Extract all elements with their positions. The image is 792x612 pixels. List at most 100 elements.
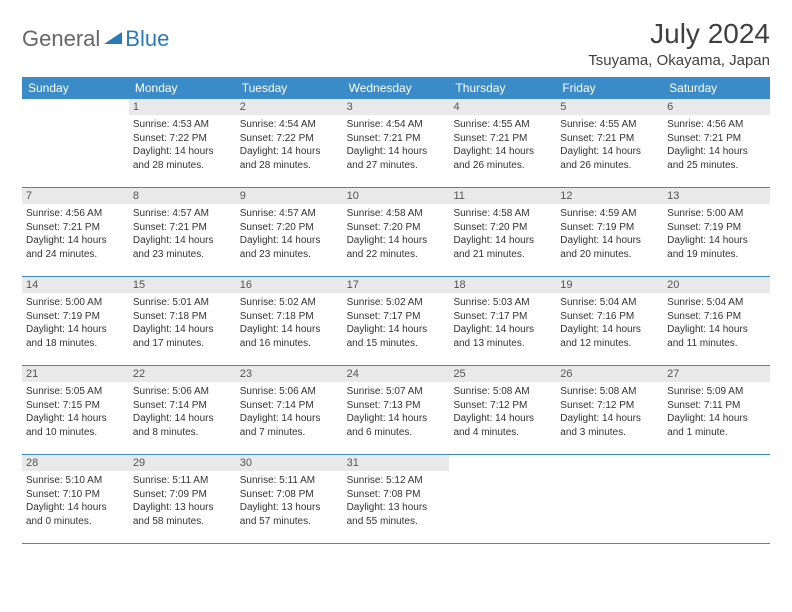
day-cell — [556, 455, 663, 543]
day-cell: 26Sunrise: 5:08 AMSunset: 7:12 PMDayligh… — [556, 366, 663, 454]
calendar: SundayMondayTuesdayWednesdayThursdayFrid… — [22, 77, 770, 544]
day-cell: 29Sunrise: 5:11 AMSunset: 7:09 PMDayligh… — [129, 455, 236, 543]
day-details: Sunrise: 4:57 AMSunset: 7:20 PMDaylight:… — [236, 204, 343, 265]
week-row: 28Sunrise: 5:10 AMSunset: 7:10 PMDayligh… — [22, 455, 770, 544]
daylight-text: Daylight: 14 hours and 6 minutes. — [347, 412, 446, 439]
sunset-text: Sunset: 7:12 PM — [560, 399, 659, 413]
day-cell: 22Sunrise: 5:06 AMSunset: 7:14 PMDayligh… — [129, 366, 236, 454]
sunrise-text: Sunrise: 5:02 AM — [240, 296, 339, 310]
day-number: 31 — [343, 455, 450, 471]
sunrise-text: Sunrise: 4:58 AM — [453, 207, 552, 221]
day-number: 23 — [236, 366, 343, 382]
day-cell: 2Sunrise: 4:54 AMSunset: 7:22 PMDaylight… — [236, 99, 343, 187]
logo-triangle-icon — [104, 30, 122, 49]
sunset-text: Sunset: 7:19 PM — [26, 310, 125, 324]
daylight-text: Daylight: 14 hours and 18 minutes. — [26, 323, 125, 350]
day-cell: 16Sunrise: 5:02 AMSunset: 7:18 PMDayligh… — [236, 277, 343, 365]
day-number: 7 — [22, 188, 129, 204]
daylight-text: Daylight: 14 hours and 22 minutes. — [347, 234, 446, 261]
sunrise-text: Sunrise: 5:07 AM — [347, 385, 446, 399]
sunrise-text: Sunrise: 5:06 AM — [240, 385, 339, 399]
sunrise-text: Sunrise: 5:03 AM — [453, 296, 552, 310]
week-row: 1Sunrise: 4:53 AMSunset: 7:22 PMDaylight… — [22, 99, 770, 188]
daylight-text: Daylight: 14 hours and 20 minutes. — [560, 234, 659, 261]
day-details: Sunrise: 4:53 AMSunset: 7:22 PMDaylight:… — [129, 115, 236, 176]
sunset-text: Sunset: 7:21 PM — [26, 221, 125, 235]
daylight-text: Daylight: 14 hours and 7 minutes. — [240, 412, 339, 439]
sunrise-text: Sunrise: 4:55 AM — [453, 118, 552, 132]
weekday-header: Friday — [556, 77, 663, 99]
daylight-text: Daylight: 14 hours and 4 minutes. — [453, 412, 552, 439]
day-number: 8 — [129, 188, 236, 204]
sunset-text: Sunset: 7:11 PM — [667, 399, 766, 413]
sunrise-text: Sunrise: 5:04 AM — [560, 296, 659, 310]
sunrise-text: Sunrise: 4:56 AM — [667, 118, 766, 132]
day-number: 17 — [343, 277, 450, 293]
day-cell: 30Sunrise: 5:11 AMSunset: 7:08 PMDayligh… — [236, 455, 343, 543]
sunset-text: Sunset: 7:21 PM — [133, 221, 232, 235]
sunrise-text: Sunrise: 5:09 AM — [667, 385, 766, 399]
day-cell: 10Sunrise: 4:58 AMSunset: 7:20 PMDayligh… — [343, 188, 450, 276]
daylight-text: Daylight: 14 hours and 3 minutes. — [560, 412, 659, 439]
sunset-text: Sunset: 7:21 PM — [453, 132, 552, 146]
day-details: Sunrise: 5:02 AMSunset: 7:17 PMDaylight:… — [343, 293, 450, 354]
sunset-text: Sunset: 7:17 PM — [347, 310, 446, 324]
day-number: 6 — [663, 99, 770, 115]
weekday-header: Tuesday — [236, 77, 343, 99]
day-cell: 27Sunrise: 5:09 AMSunset: 7:11 PMDayligh… — [663, 366, 770, 454]
day-details: Sunrise: 5:00 AMSunset: 7:19 PMDaylight:… — [663, 204, 770, 265]
day-details: Sunrise: 5:01 AMSunset: 7:18 PMDaylight:… — [129, 293, 236, 354]
sunset-text: Sunset: 7:16 PM — [560, 310, 659, 324]
daylight-text: Daylight: 14 hours and 17 minutes. — [133, 323, 232, 350]
sunrise-text: Sunrise: 5:02 AM — [347, 296, 446, 310]
daylight-text: Daylight: 14 hours and 0 minutes. — [26, 501, 125, 528]
header: General Blue July 2024 Tsuyama, Okayama,… — [22, 18, 770, 69]
day-number: 18 — [449, 277, 556, 293]
day-cell: 15Sunrise: 5:01 AMSunset: 7:18 PMDayligh… — [129, 277, 236, 365]
day-details: Sunrise: 5:07 AMSunset: 7:13 PMDaylight:… — [343, 382, 450, 443]
day-number: 26 — [556, 366, 663, 382]
daylight-text: Daylight: 13 hours and 55 minutes. — [347, 501, 446, 528]
daylight-text: Daylight: 14 hours and 24 minutes. — [26, 234, 125, 261]
day-number: 20 — [663, 277, 770, 293]
sunrise-text: Sunrise: 4:54 AM — [347, 118, 446, 132]
day-number: 13 — [663, 188, 770, 204]
day-details: Sunrise: 5:02 AMSunset: 7:18 PMDaylight:… — [236, 293, 343, 354]
sunrise-text: Sunrise: 5:04 AM — [667, 296, 766, 310]
day-cell: 9Sunrise: 4:57 AMSunset: 7:20 PMDaylight… — [236, 188, 343, 276]
weekday-header-row: SundayMondayTuesdayWednesdayThursdayFrid… — [22, 77, 770, 99]
sunrise-text: Sunrise: 5:10 AM — [26, 474, 125, 488]
sunrise-text: Sunrise: 4:55 AM — [560, 118, 659, 132]
sunset-text: Sunset: 7:15 PM — [26, 399, 125, 413]
day-details: Sunrise: 4:55 AMSunset: 7:21 PMDaylight:… — [556, 115, 663, 176]
daylight-text: Daylight: 14 hours and 19 minutes. — [667, 234, 766, 261]
sunrise-text: Sunrise: 4:57 AM — [240, 207, 339, 221]
day-cell: 17Sunrise: 5:02 AMSunset: 7:17 PMDayligh… — [343, 277, 450, 365]
sunset-text: Sunset: 7:08 PM — [240, 488, 339, 502]
sunset-text: Sunset: 7:20 PM — [347, 221, 446, 235]
day-details: Sunrise: 5:03 AMSunset: 7:17 PMDaylight:… — [449, 293, 556, 354]
weekday-header: Sunday — [22, 77, 129, 99]
day-cell: 18Sunrise: 5:03 AMSunset: 7:17 PMDayligh… — [449, 277, 556, 365]
daylight-text: Daylight: 14 hours and 10 minutes. — [26, 412, 125, 439]
day-details: Sunrise: 4:57 AMSunset: 7:21 PMDaylight:… — [129, 204, 236, 265]
daylight-text: Daylight: 14 hours and 8 minutes. — [133, 412, 232, 439]
day-cell — [663, 455, 770, 543]
day-number: 9 — [236, 188, 343, 204]
day-number: 25 — [449, 366, 556, 382]
daylight-text: Daylight: 13 hours and 58 minutes. — [133, 501, 232, 528]
day-details: Sunrise: 5:08 AMSunset: 7:12 PMDaylight:… — [556, 382, 663, 443]
daylight-text: Daylight: 14 hours and 26 minutes. — [453, 145, 552, 172]
day-cell: 1Sunrise: 4:53 AMSunset: 7:22 PMDaylight… — [129, 99, 236, 187]
daylight-text: Daylight: 14 hours and 26 minutes. — [560, 145, 659, 172]
day-details: Sunrise: 5:04 AMSunset: 7:16 PMDaylight:… — [556, 293, 663, 354]
sunset-text: Sunset: 7:16 PM — [667, 310, 766, 324]
sunset-text: Sunset: 7:17 PM — [453, 310, 552, 324]
day-details: Sunrise: 5:04 AMSunset: 7:16 PMDaylight:… — [663, 293, 770, 354]
sunset-text: Sunset: 7:20 PM — [453, 221, 552, 235]
sunrise-text: Sunrise: 4:58 AM — [347, 207, 446, 221]
day-cell: 12Sunrise: 4:59 AMSunset: 7:19 PMDayligh… — [556, 188, 663, 276]
week-row: 21Sunrise: 5:05 AMSunset: 7:15 PMDayligh… — [22, 366, 770, 455]
weeks-container: 1Sunrise: 4:53 AMSunset: 7:22 PMDaylight… — [22, 99, 770, 544]
sunrise-text: Sunrise: 5:11 AM — [133, 474, 232, 488]
